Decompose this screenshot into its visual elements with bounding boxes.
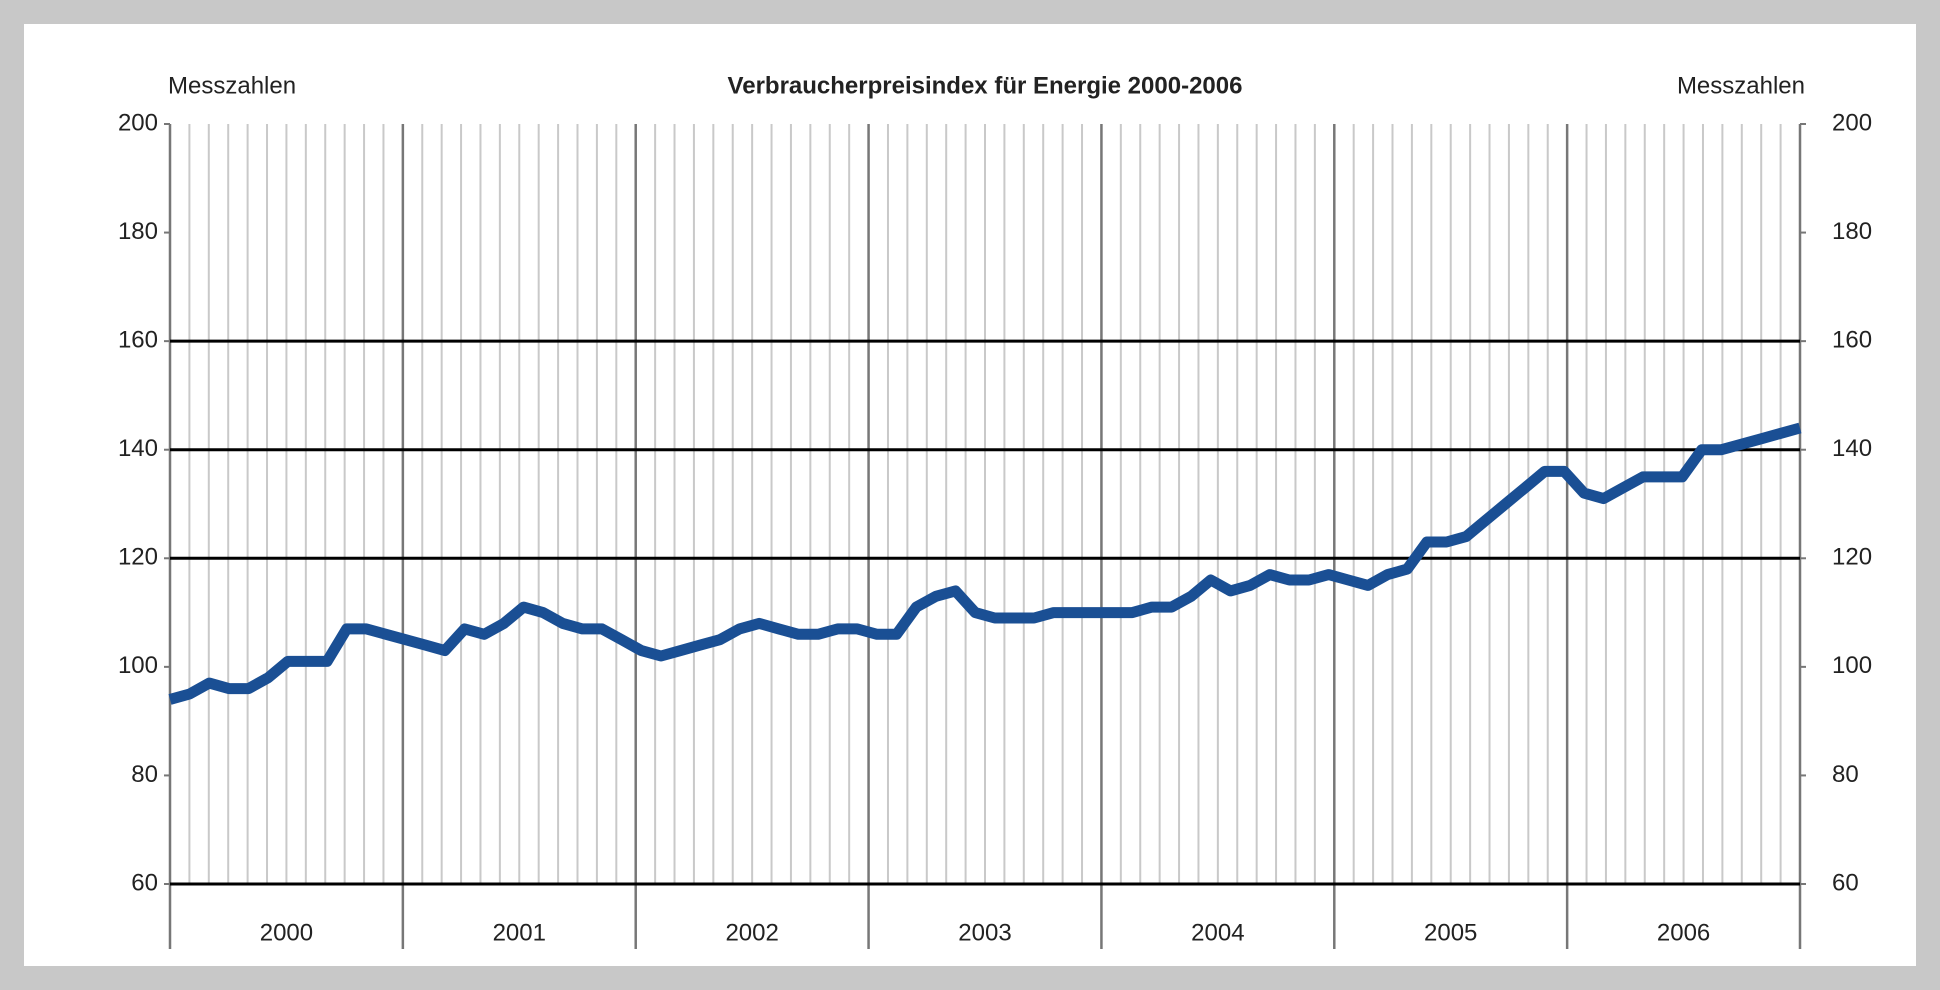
y2-tick-label: 180 bbox=[1832, 218, 1872, 245]
y2-axis-label: Messzahlen bbox=[1677, 72, 1805, 99]
y-tick-label: 80 bbox=[131, 761, 158, 788]
x-tick-label: 2003 bbox=[958, 919, 1011, 946]
x-tick-label: 2004 bbox=[1191, 919, 1244, 946]
y-axis-label: Messzahlen bbox=[168, 72, 296, 99]
y-tick-label: 120 bbox=[118, 544, 158, 571]
y2-tick-label: 140 bbox=[1832, 435, 1872, 462]
y-tick-label: 200 bbox=[118, 109, 158, 136]
y-tick-label: 180 bbox=[118, 218, 158, 245]
y-tick-label: 160 bbox=[118, 326, 158, 353]
y2-tick-label: 200 bbox=[1832, 109, 1872, 136]
y-tick-label: 140 bbox=[118, 435, 158, 462]
chart-title: Verbraucherpreisindex für Energie 2000-2… bbox=[728, 72, 1243, 99]
data-line bbox=[168, 422, 1802, 705]
y2-tick-label: 100 bbox=[1832, 652, 1872, 679]
x-tick-label: 2000 bbox=[260, 919, 313, 946]
y2-tick-label: 120 bbox=[1832, 544, 1872, 571]
y2-tick-label: 60 bbox=[1832, 869, 1859, 896]
y2-tick-label: 80 bbox=[1832, 761, 1859, 788]
y2-tick-label: 160 bbox=[1832, 326, 1872, 353]
x-tick-label: 2001 bbox=[493, 919, 546, 946]
y-tick-label: 60 bbox=[131, 869, 158, 896]
y-tick-label: 100 bbox=[118, 652, 158, 679]
x-tick-label: 2002 bbox=[725, 919, 778, 946]
x-tick-label: 2006 bbox=[1657, 919, 1710, 946]
x-tick-label: 2005 bbox=[1424, 919, 1477, 946]
